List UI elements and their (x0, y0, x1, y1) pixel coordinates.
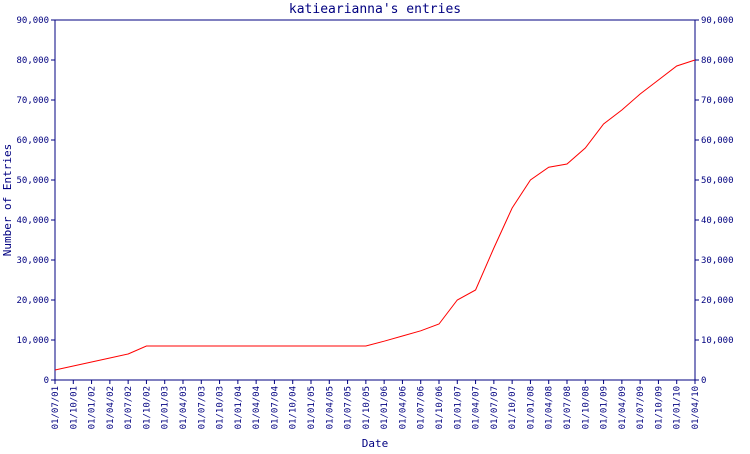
x-tick-label: 01/07/02 (124, 386, 134, 429)
y2-tick-label: 80,000 (701, 56, 734, 66)
y2-tick-label: 40,000 (701, 216, 734, 226)
x-tick-label: 01/07/03 (197, 386, 207, 429)
x-tick-label: 01/10/09 (654, 386, 664, 429)
y-tick-label: 0 (44, 376, 49, 386)
x-tick-label: 01/04/07 (472, 386, 482, 429)
y2-tick-label: 20,000 (701, 296, 734, 306)
x-tick-label: 01/07/04 (270, 386, 280, 429)
y2-tick-label: 70,000 (701, 96, 734, 106)
y-tick-label: 10,000 (16, 336, 49, 346)
y-tick-label: 90,000 (16, 16, 49, 26)
y2-tick-label: 10,000 (701, 336, 734, 346)
x-tick-label: 01/07/05 (344, 386, 354, 429)
y2-tick-label: 50,000 (701, 176, 734, 186)
x-tick-label: 01/01/08 (526, 386, 536, 429)
x-tick-label: 01/10/03 (216, 386, 226, 429)
x-tick-label: 01/04/04 (252, 386, 262, 429)
x-tick-label: 01/01/05 (307, 386, 317, 429)
x-tick-label: 01/04/06 (398, 386, 408, 429)
x-tick-label: 01/01/07 (453, 386, 463, 429)
x-tick-label: 01/04/08 (545, 386, 555, 429)
x-tick-label: 01/01/02 (88, 386, 98, 429)
x-tick-label: 01/04/05 (325, 386, 335, 429)
x-tick-label: 01/01/06 (380, 386, 390, 429)
y-tick-label: 20,000 (16, 296, 49, 306)
x-tick-label: 01/04/09 (618, 386, 628, 429)
x-tick-label: 01/10/06 (435, 386, 445, 429)
y2-tick-label: 0 (701, 376, 706, 386)
y-tick-label: 70,000 (16, 96, 49, 106)
x-tick-label: 01/07/09 (636, 386, 646, 429)
x-tick-label: 01/01/04 (234, 386, 244, 429)
x-tick-label: 01/04/03 (179, 386, 189, 429)
x-tick-label: 01/10/01 (69, 386, 79, 429)
y-tick-label: 50,000 (16, 176, 49, 186)
x-tick-label: 01/01/09 (600, 386, 610, 429)
y-tick-label: 80,000 (16, 56, 49, 66)
x-tick-label: 01/10/02 (142, 386, 152, 429)
x-tick-label: 01/01/03 (161, 386, 171, 429)
y2-tick-label: 30,000 (701, 256, 734, 266)
x-tick-label: 01/10/05 (362, 386, 372, 429)
x-tick-label: 01/01/10 (673, 386, 683, 429)
x-tick-label: 01/04/10 (691, 386, 701, 429)
x-tick-label: 01/10/04 (289, 386, 299, 429)
x-tick-label: 01/07/07 (490, 386, 500, 429)
x-tick-label: 01/07/01 (51, 386, 61, 429)
y-tick-label: 60,000 (16, 136, 49, 146)
y-tick-label: 30,000 (16, 256, 49, 266)
data-line (54, 59, 696, 371)
x-tick-label: 01/10/07 (508, 386, 518, 429)
y2-tick-label: 90,000 (701, 16, 734, 26)
x-axis-title: Date (362, 437, 389, 450)
x-tick-label: 01/04/02 (106, 386, 116, 429)
x-tick-label: 01/07/06 (417, 386, 427, 429)
plot-frame (54, 19, 696, 381)
x-tick-label: 01/07/08 (563, 386, 573, 429)
x-tick-label: 01/10/08 (581, 386, 591, 429)
y2-tick-label: 60,000 (701, 136, 734, 146)
y-tick-label: 40,000 (16, 216, 49, 226)
chart-title: katiearianna's entries (289, 2, 461, 17)
y-axis-title: Number of Entries (1, 144, 14, 257)
